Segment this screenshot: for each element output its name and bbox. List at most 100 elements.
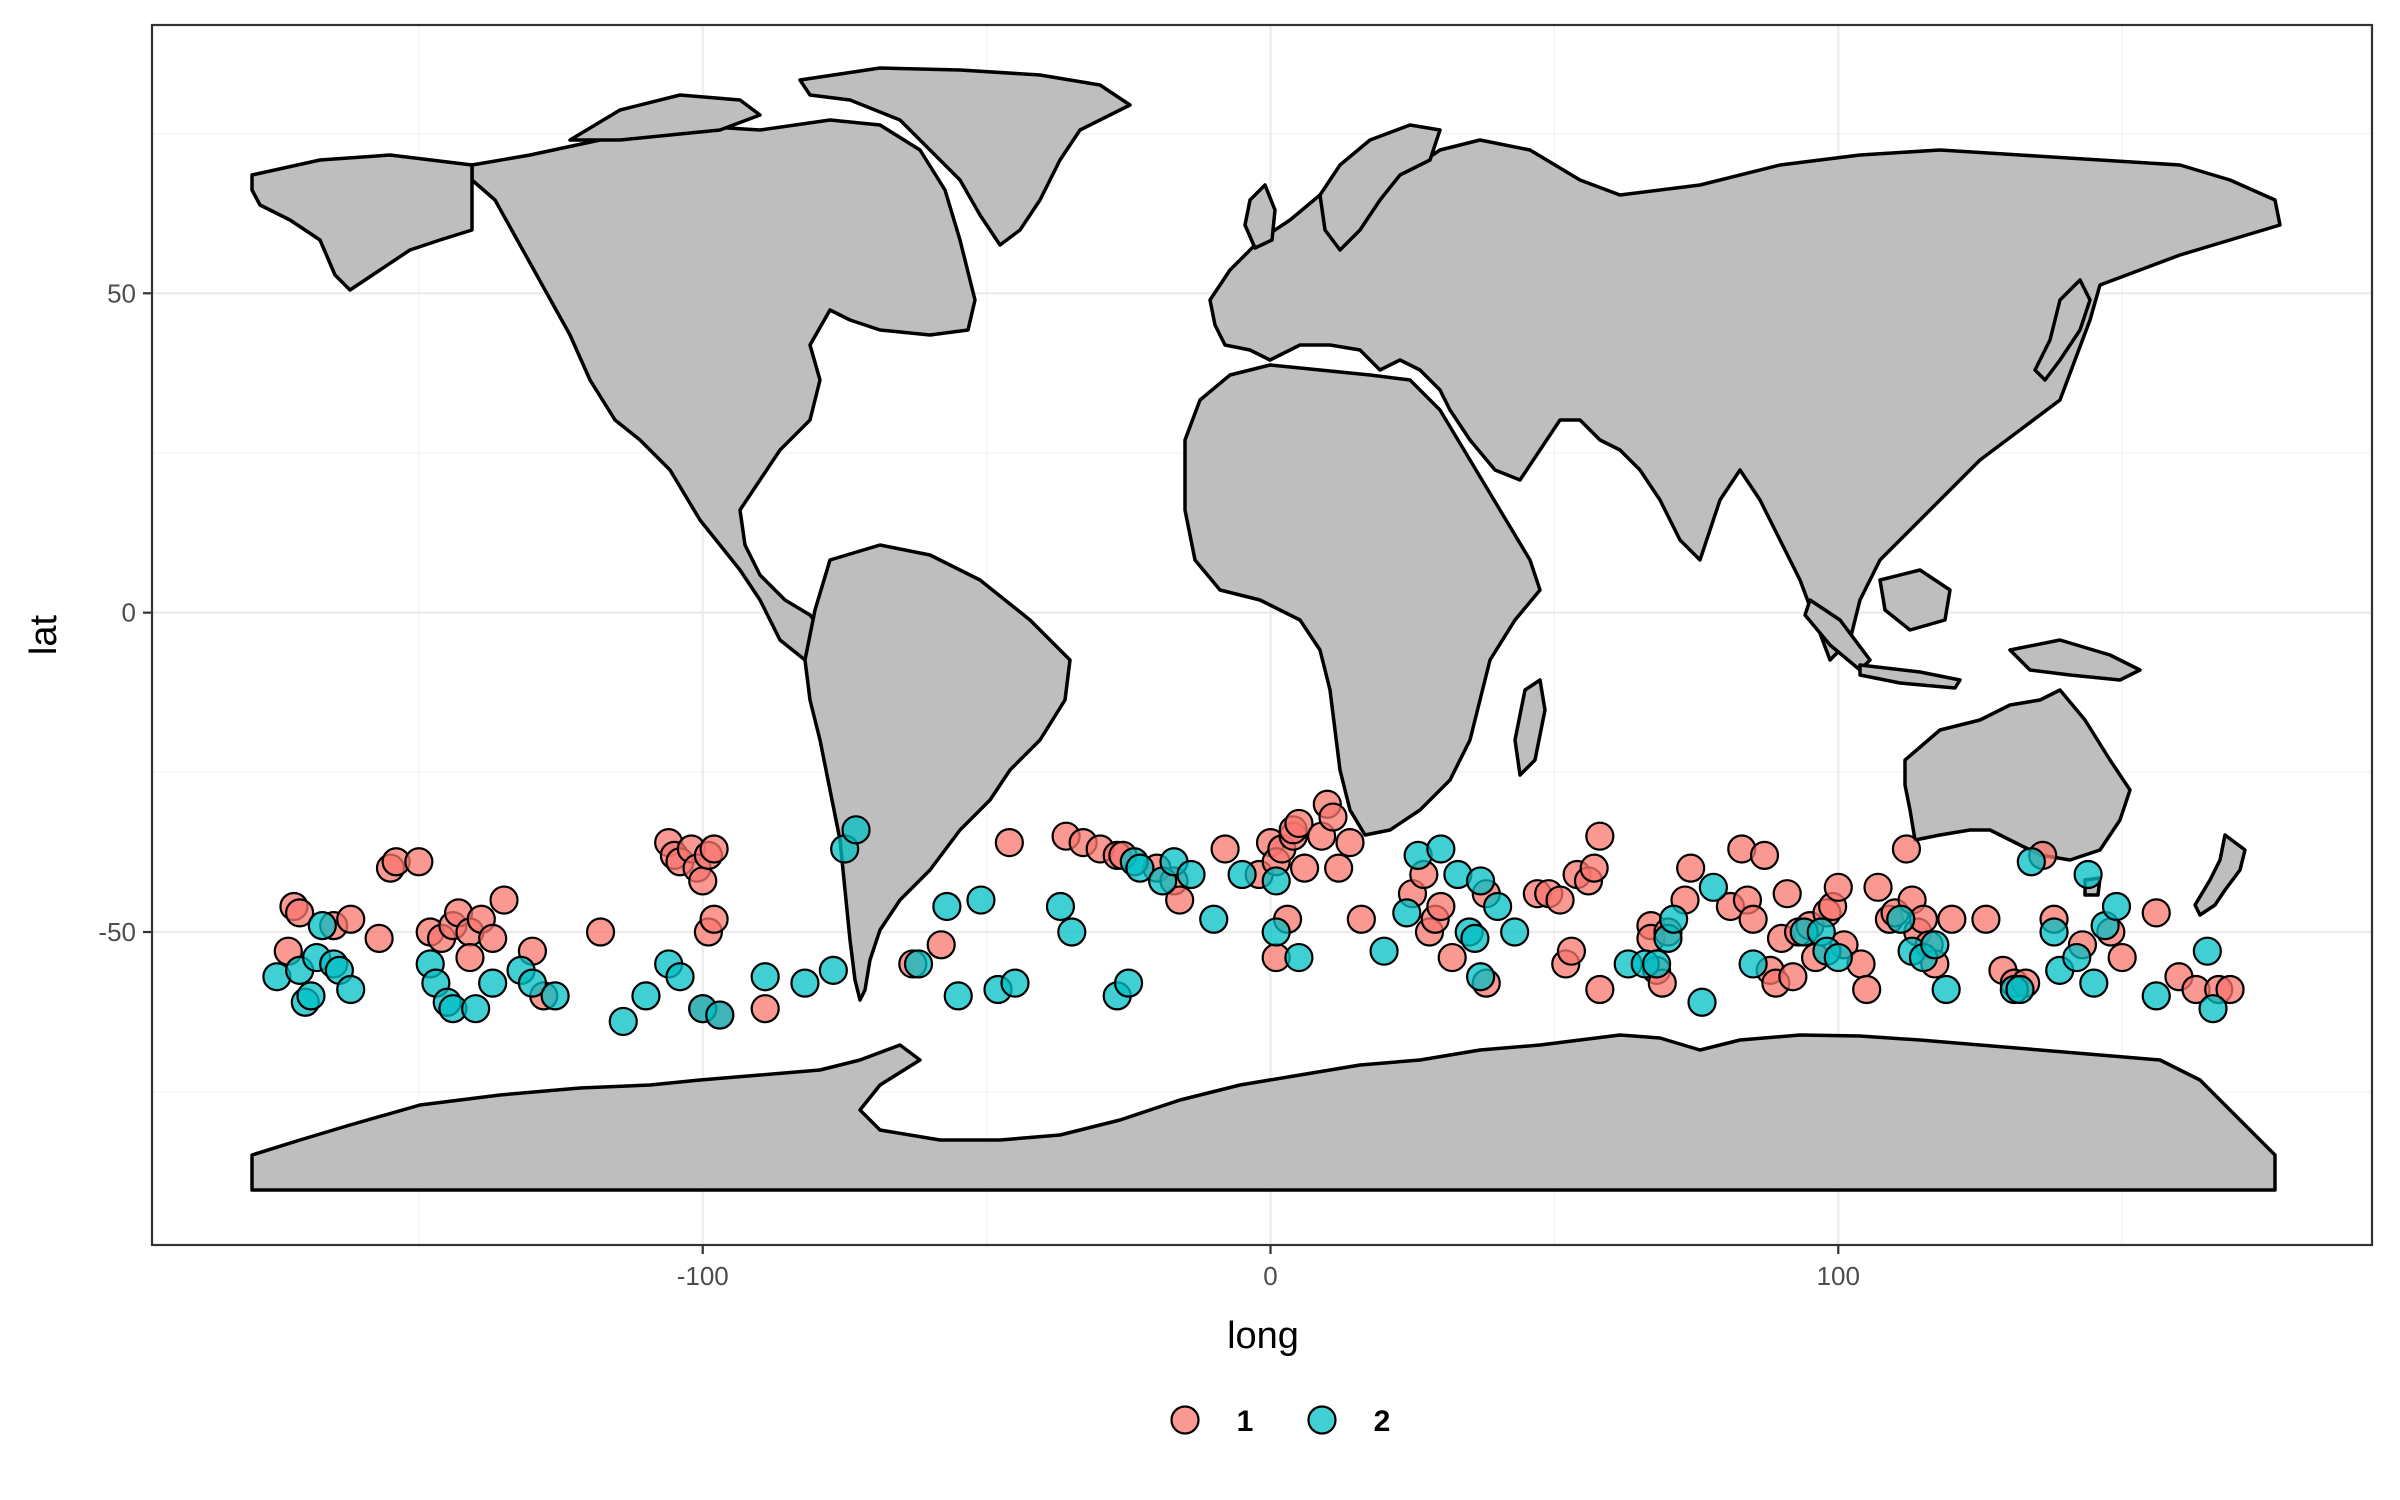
data-point-series-1 [1556, 936, 1587, 966]
data-point-series-2 [1125, 853, 1155, 883]
data-point-series-2 [1465, 962, 1496, 992]
data-point-series-2 [1057, 917, 1087, 947]
data-point-series-2 [1738, 949, 1768, 979]
data-point-series-2 [1176, 859, 1206, 890]
data-point-series-1 [364, 923, 394, 954]
data-point-series-1 [926, 930, 956, 960]
data-point-series-2 [1823, 942, 1853, 973]
land-arctic-islands [568, 93, 762, 142]
data-point-series-2 [478, 968, 508, 998]
data-point-series-1 [1971, 904, 2001, 934]
data-point-series-1 [1778, 962, 1808, 992]
data-point-series-1 [1289, 853, 1320, 883]
data-point-series-2 [1113, 968, 1144, 998]
data-point-series-2 [2016, 847, 2046, 877]
scatter-points [262, 789, 2245, 1037]
data-point-series-2 [966, 885, 996, 915]
data-point-series-2 [1426, 834, 1456, 864]
data-point-series-2 [1369, 936, 1399, 966]
data-point-series-1 [1585, 821, 1615, 851]
land-south-america [803, 543, 1072, 1002]
plot-panel-border [150, 23, 2374, 1247]
data-point-series-2 [1642, 949, 1672, 979]
data-point-series-1 [1318, 802, 1348, 832]
data-point-series-2 [1284, 942, 1314, 973]
y-tick-label: 0 [122, 598, 136, 628]
y-axis-title: lat [23, 614, 65, 655]
data-point-series-2 [1392, 898, 1422, 928]
data-point-series-2 [2198, 994, 2228, 1024]
data-point-series-1 [2107, 942, 2137, 973]
data-point-series-1 [699, 834, 729, 864]
data-point-series-2 [1460, 923, 1490, 954]
data-point-series-1 [1749, 840, 1780, 870]
x-tick-label: -100 [677, 1261, 729, 1291]
land-australia [1903, 688, 2132, 862]
data-point-series-2 [818, 955, 848, 985]
land-africa [1183, 363, 1542, 837]
data-point-series-1 [1585, 974, 1615, 1005]
data-point-series-2 [1886, 904, 1916, 934]
data-point-series-1 [336, 904, 366, 934]
x-axis-title: long [1227, 1315, 1299, 1357]
data-point-series-1 [1324, 853, 1354, 883]
axes: -100 0 100 -50 0 50 [98, 278, 1860, 1291]
data-point-series-2 [1500, 917, 1530, 947]
world-basemap [250, 66, 2282, 1192]
land-north-america [470, 118, 977, 677]
data-point-series-1 [1863, 872, 1893, 902]
data-point-series-1 [1676, 853, 1706, 883]
data-point-series-2 [1227, 859, 1257, 890]
legend-key-1 [1170, 1405, 1200, 1435]
data-point-series-2 [608, 1006, 638, 1037]
x-tick-label: 100 [1817, 1261, 1860, 1291]
data-point-series-2 [2005, 974, 2035, 1005]
data-point-series-1 [1210, 834, 1240, 864]
data-point-series-2 [2192, 936, 2222, 966]
data-point-series-2 [1199, 904, 1229, 934]
data-point-series-1 [1545, 885, 1575, 915]
data-point-series-2 [665, 962, 695, 992]
data-point-series-1 [2141, 898, 2171, 928]
data-point-series-1 [1738, 904, 1768, 934]
y-tick-label: -50 [98, 917, 136, 947]
legend-label-2: 2 [1374, 1405, 1391, 1438]
data-point-series-2 [631, 981, 661, 1011]
data-point-series-2 [1261, 866, 1291, 896]
data-point-series-1 [1937, 904, 1967, 934]
land-java [1858, 663, 1962, 690]
legend-key-2 [1307, 1405, 1337, 1435]
data-point-series-2 [2101, 891, 2132, 922]
data-point-series-1 [1579, 853, 1609, 883]
land-japan [2033, 278, 2092, 382]
data-point-series-2 [1045, 891, 1076, 922]
data-point-series-2 [307, 911, 337, 941]
data-point-series-1 [585, 917, 616, 947]
data-point-series-1 [1165, 885, 1195, 915]
data-point-series-2 [1465, 866, 1496, 896]
data-point-series-1 [478, 923, 508, 954]
data-point-series-2 [1659, 904, 1689, 934]
data-point-series-2 [2079, 968, 2109, 998]
land-great-britain [1243, 183, 1277, 250]
data-point-series-2 [1483, 891, 1513, 922]
land-eurasia [1208, 138, 2282, 662]
land-new-guinea [2008, 638, 2142, 682]
land-scandinavia [1318, 123, 1442, 252]
data-point-series-2 [517, 968, 548, 998]
data-point-series-2 [336, 974, 366, 1005]
data-point-series-1 [404, 847, 434, 877]
data-point-series-1 [1346, 904, 1376, 934]
data-point-series-1 [1284, 808, 1314, 839]
data-point-series-2 [2062, 942, 2092, 973]
data-point-series-2 [540, 981, 570, 1011]
data-point-series-2 [750, 962, 780, 992]
data-point-series-2 [1698, 872, 1728, 902]
land-new-zealand [2193, 833, 2247, 917]
data-point-series-2 [461, 994, 491, 1024]
data-point-series-2 [2141, 981, 2171, 1011]
data-point-series-1 [1426, 891, 1456, 922]
data-point-series-1 [994, 827, 1024, 858]
